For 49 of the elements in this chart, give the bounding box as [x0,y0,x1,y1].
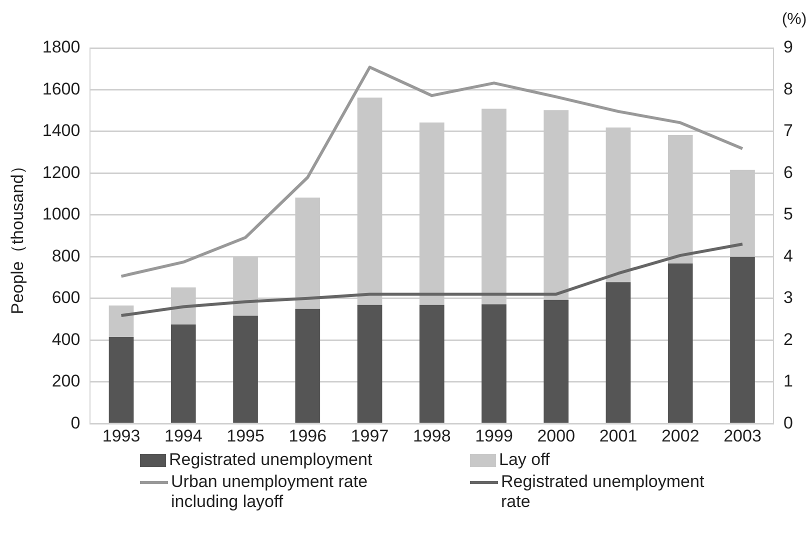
y-tick-label: 600 [52,288,80,308]
legend-label: Registrated unemployment [169,450,372,470]
bar [544,300,569,423]
y-axis-title: People（thousand） [8,157,27,314]
bar [170,324,196,423]
bar [233,316,258,423]
y2-tick-label: 6 [784,162,794,182]
bar [108,305,134,338]
y2-tick-label: 3 [784,288,794,308]
bar [357,304,382,423]
y2-tick-label: 8 [784,79,794,98]
x-tick-label: 1996 [288,426,327,446]
y2-tick-label: 7 [784,121,794,140]
y2-axis-title: (%) [782,11,807,28]
y-tick-label: 1600 [42,79,80,98]
bar [295,308,320,423]
y-tick-label: 1200 [42,162,80,182]
x-tick-label: 1998 [412,426,451,446]
y-tick-label: 1400 [42,121,80,140]
legend-label: Lay off [499,450,550,470]
x-tick-label: 2002 [661,426,700,446]
x-tick-label: 1995 [226,426,264,446]
y2-tick-label: 0 [784,413,794,432]
bar [108,337,134,423]
y-tick-label: 800 [52,246,80,266]
x-tick-label: 1993 [102,426,140,446]
x-tick-label: 1999 [475,426,513,446]
y-tick-label: 400 [52,330,80,349]
legend-label: Urban unemployment rate including layoff [171,472,369,512]
bar [419,304,444,423]
y-tick-label: 200 [52,372,80,391]
y2-tick-label: 1 [784,372,794,391]
x-tick-label: 2000 [537,426,576,446]
bar [606,282,631,423]
y2-tick-label: 4 [784,246,794,266]
bar [668,264,693,423]
x-tick-label: 1994 [164,426,202,446]
y-tick-label: 1800 [42,38,80,57]
x-tick-label: 2003 [724,426,762,446]
x-tick-label: 1997 [350,426,389,446]
y-tick-label: 0 [70,413,80,432]
y-tick-label: 1000 [42,204,80,224]
y2-tick-label: 5 [784,204,794,224]
legend-label: Registrated unemployment rate [501,472,706,512]
bar [730,256,755,423]
x-tick-label: 2001 [599,426,638,446]
bar [482,304,506,423]
y2-tick-label: 2 [784,330,794,349]
y2-tick-label: 9 [784,38,794,57]
